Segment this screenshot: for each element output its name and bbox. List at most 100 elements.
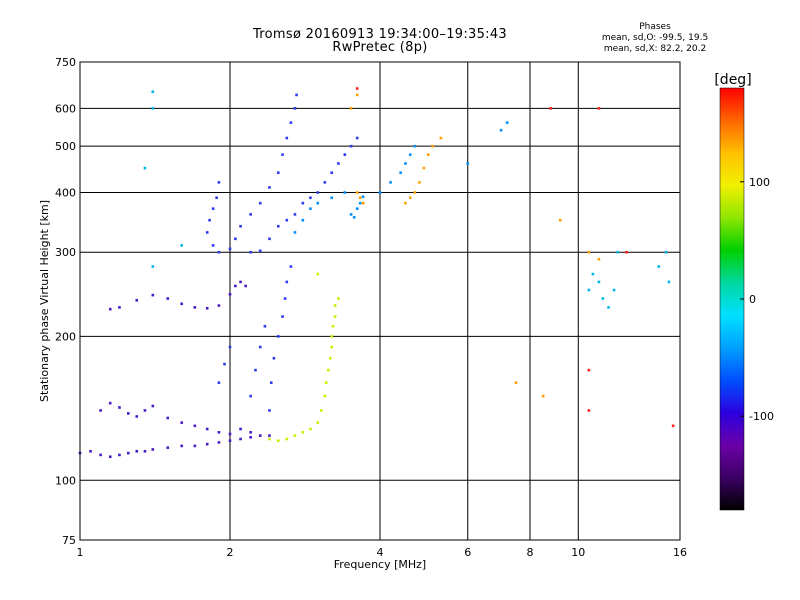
data-point	[268, 434, 271, 437]
data-point	[268, 237, 271, 241]
data-point	[309, 427, 312, 431]
data-point	[99, 409, 102, 412]
phase-stats-title: Phases	[639, 22, 671, 32]
data-point	[597, 280, 601, 284]
data-point	[289, 121, 293, 124]
data-point	[239, 437, 242, 441]
data-point	[426, 153, 430, 156]
data-point	[625, 250, 628, 254]
data-point	[258, 345, 262, 349]
data-point	[258, 434, 262, 437]
data-point	[166, 416, 170, 420]
data-point	[268, 186, 271, 189]
data-point	[358, 196, 362, 200]
data-point	[408, 196, 412, 200]
data-point	[418, 181, 421, 184]
data-point	[211, 244, 215, 247]
data-point	[301, 201, 305, 205]
data-point	[249, 213, 252, 216]
data-point	[349, 144, 353, 148]
data-point	[289, 265, 293, 268]
data-point	[349, 213, 353, 216]
data-point	[330, 335, 334, 338]
data-point	[505, 121, 509, 124]
data-point	[249, 250, 252, 254]
x-axis-ticks: 1 2 4 6 8 10 16	[77, 546, 688, 559]
x-tick-label: 8	[527, 546, 534, 559]
x-tick-label: 2	[227, 546, 234, 559]
data-point	[601, 297, 605, 300]
data-point	[276, 224, 280, 228]
grid-lines	[80, 62, 680, 540]
data-point	[309, 196, 312, 200]
y-tick-label: 600	[55, 102, 76, 115]
data-point	[180, 302, 184, 306]
data-point	[316, 421, 320, 424]
data-point	[413, 191, 417, 194]
data-point	[355, 207, 359, 210]
data-point	[301, 431, 305, 434]
data-point	[337, 297, 340, 300]
data-point	[205, 306, 209, 310]
data-point	[151, 404, 155, 408]
data-point	[329, 356, 332, 360]
data-point	[293, 213, 297, 216]
data-point	[108, 401, 112, 405]
data-point	[293, 434, 297, 437]
data-point	[211, 207, 215, 210]
data-point	[587, 409, 591, 412]
data-point	[352, 215, 356, 219]
data-point	[208, 218, 211, 222]
colorbar-label: [deg]	[714, 72, 751, 88]
y-axis-label: Stationary phase Virtual Height [km]	[38, 200, 51, 402]
data-point	[108, 307, 112, 311]
data-point	[301, 218, 305, 222]
data-point	[320, 409, 323, 412]
data-point	[249, 436, 252, 439]
data-point	[258, 201, 262, 205]
data-point	[249, 394, 252, 398]
data-point	[99, 453, 102, 457]
phase-stats: Phases mean, sd,O: -99.5, 19.5 mean, sd,…	[585, 22, 725, 55]
data-point	[607, 306, 610, 309]
data-point	[180, 244, 184, 247]
data-point	[285, 280, 289, 284]
x-axis-label: Frequency [MHz]	[334, 558, 426, 571]
data-point	[330, 171, 334, 175]
data-point	[331, 324, 335, 328]
data-point	[349, 107, 353, 110]
data-point	[612, 288, 616, 292]
data-point	[389, 181, 392, 184]
data-point	[333, 304, 337, 307]
data-point	[205, 231, 209, 234]
data-point	[378, 191, 382, 194]
data-point	[361, 201, 365, 205]
data-point	[205, 427, 209, 431]
data-point	[166, 446, 170, 449]
data-point	[337, 162, 340, 165]
data-point	[276, 335, 280, 338]
data-point	[657, 265, 660, 268]
data-point	[587, 288, 591, 292]
colorbar-tick-label: 0	[749, 293, 756, 306]
y-tick-label: 300	[55, 246, 76, 259]
data-point	[439, 136, 443, 140]
data-point	[234, 237, 237, 241]
phase-stats-x-mode: mean, sd,X: 82.2, 20.2	[603, 44, 707, 54]
data-point	[234, 284, 237, 288]
data-point	[254, 368, 257, 372]
data-point	[258, 249, 262, 253]
data-point	[118, 306, 121, 309]
data-point	[309, 207, 312, 210]
data-point	[355, 93, 359, 97]
chart-subtitle: RwPretec (8p)	[332, 40, 428, 55]
colorbar-tick-label: 100	[749, 176, 770, 189]
data-point	[135, 415, 139, 418]
data-point	[285, 136, 289, 140]
data-point	[228, 432, 232, 436]
data-point	[151, 90, 155, 94]
data-point	[217, 250, 221, 254]
data-point	[295, 93, 298, 97]
data-point	[143, 409, 147, 412]
